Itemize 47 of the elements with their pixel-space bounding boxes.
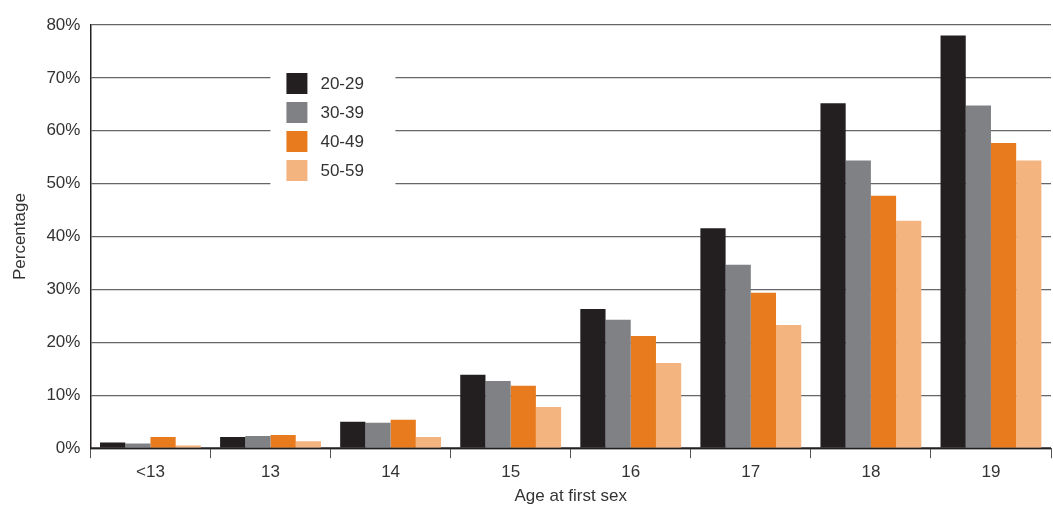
bar <box>295 441 321 448</box>
bar <box>630 336 656 448</box>
bar <box>125 443 151 448</box>
y-tick-label: 30% <box>46 279 81 299</box>
bar <box>415 437 442 448</box>
y-tick-label: 70% <box>46 67 81 87</box>
y-tick-label: 0% <box>55 437 81 457</box>
x-axis-title: Age at first sex <box>514 486 628 506</box>
x-tick-label: 19 <box>981 462 1001 482</box>
x-tick-label: 17 <box>741 462 761 482</box>
legend-label: 30-39 <box>320 103 364 123</box>
bar <box>990 142 1017 448</box>
y-tick-label: 20% <box>46 332 81 352</box>
y-tick-label: 60% <box>46 120 81 140</box>
x-tick-label: 13 <box>261 462 280 482</box>
bar <box>485 381 511 448</box>
bar <box>776 324 802 448</box>
bar <box>655 363 682 448</box>
bar <box>965 105 991 448</box>
bar <box>150 437 176 448</box>
y-tick-label: 40% <box>46 226 81 246</box>
bar <box>365 422 391 448</box>
bar <box>896 220 922 448</box>
x-tick-label: 15 <box>501 462 521 482</box>
bar <box>870 195 897 448</box>
bar <box>1016 160 1042 448</box>
bar <box>845 160 871 448</box>
bar <box>390 419 416 448</box>
y-tick-label: 50% <box>46 173 81 193</box>
legend-label: 50-59 <box>320 161 364 181</box>
bar <box>605 319 631 448</box>
bar <box>175 445 201 448</box>
legend-label: 20-29 <box>320 74 364 94</box>
x-tick-label: 14 <box>381 462 401 482</box>
y-tick-label: 80% <box>46 14 81 34</box>
x-tick-label: <13 <box>136 462 165 482</box>
bar <box>535 406 562 448</box>
x-tick-label: 16 <box>621 462 641 482</box>
bar <box>270 434 296 448</box>
bar <box>750 292 777 448</box>
bar <box>245 436 271 448</box>
x-tick-label: 18 <box>861 462 881 482</box>
legend-label: 40-49 <box>320 132 364 152</box>
bar <box>725 264 751 448</box>
y-tick-label: 10% <box>46 384 81 404</box>
y-axis-title: Percentage <box>9 193 29 281</box>
bar <box>510 385 536 448</box>
